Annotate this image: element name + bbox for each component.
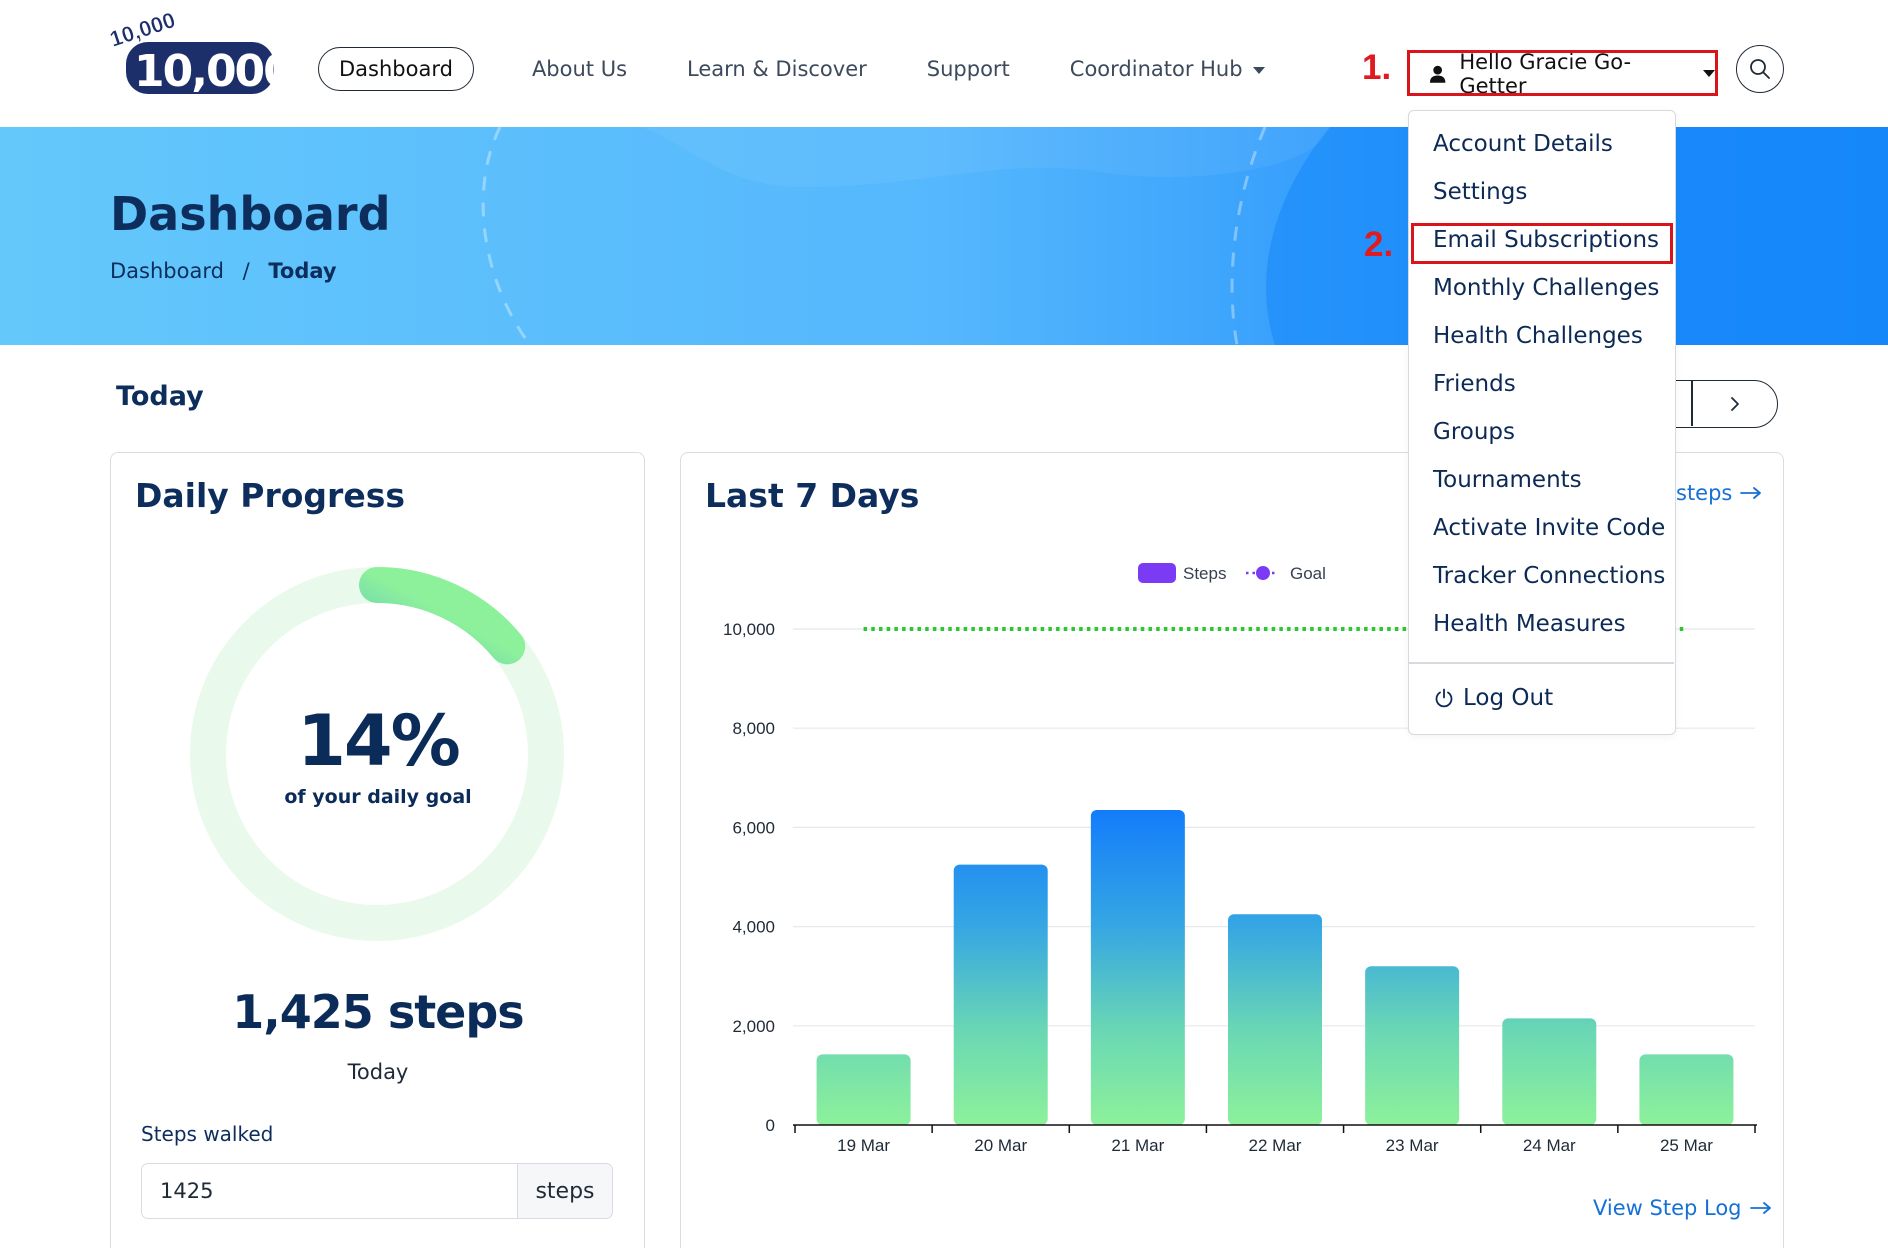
menu-item-settings[interactable]: Settings bbox=[1433, 179, 1528, 205]
chevron-down-icon bbox=[1703, 70, 1715, 77]
annotation-step-2: 2. bbox=[1364, 225, 1394, 264]
legend-goal-label: Goal bbox=[1290, 564, 1326, 583]
bar bbox=[1365, 966, 1460, 1125]
y-tick-label: 4,000 bbox=[732, 918, 775, 937]
chevron-right-icon bbox=[1730, 396, 1739, 411]
legend-steps-label: Steps bbox=[1183, 564, 1226, 583]
progress-ring bbox=[190, 567, 564, 941]
view-step-log-label: View Step Log bbox=[1593, 1196, 1742, 1220]
arrow-right-icon bbox=[1749, 1202, 1771, 1214]
site-logo[interactable]: 10,000 10,000 STEPS bbox=[108, 12, 278, 102]
last-7-days-title: Last 7 Days bbox=[705, 476, 920, 515]
steps-total: 1,425 steps bbox=[232, 985, 524, 1039]
power-icon bbox=[1435, 688, 1453, 708]
y-tick-label: 2,000 bbox=[732, 1017, 775, 1036]
menu-item-email-subscriptions[interactable]: Email Subscriptions bbox=[1433, 227, 1660, 253]
next-day-button[interactable] bbox=[1692, 381, 1777, 426]
chevron-down-icon bbox=[1252, 66, 1265, 74]
x-tick-label: 23 Mar bbox=[1386, 1136, 1439, 1155]
menu-item-tracker-connections[interactable]: Tracker Connections bbox=[1433, 563, 1666, 589]
nav-learn-discover[interactable]: Learn & Discover bbox=[687, 57, 867, 81]
steps-link-label: steps bbox=[1676, 481, 1733, 505]
y-tick-label: 0 bbox=[766, 1116, 775, 1135]
nav-support[interactable]: Support bbox=[926, 57, 1010, 81]
bar bbox=[1228, 914, 1322, 1125]
nav-about-us[interactable]: About Us bbox=[531, 57, 628, 81]
steps-bar-chart: Steps Goal 10,000 8,000 6,000 4,000 2,000 0 1… bbox=[723, 563, 1757, 1155]
progress-percent: 14% bbox=[297, 700, 461, 782]
logo-text: 10,000 STEPS bbox=[134, 46, 278, 97]
x-tick-label: 19 Mar bbox=[837, 1136, 890, 1155]
page-title: Dashboard bbox=[110, 187, 391, 241]
bar bbox=[1639, 1054, 1734, 1125]
menu-item-friends[interactable]: Friends bbox=[1433, 371, 1516, 397]
y-tick-label: 8,000 bbox=[732, 719, 775, 738]
breadcrumb-current: Today bbox=[268, 259, 337, 283]
x-tick-label: 20 Mar bbox=[974, 1136, 1027, 1155]
steps-link[interactable]: steps bbox=[1676, 481, 1762, 505]
x-tick-label: 24 Mar bbox=[1523, 1136, 1576, 1155]
annotation-step-1: 1. bbox=[1362, 48, 1392, 87]
y-tick-label: 6,000 bbox=[732, 818, 775, 837]
main-nav: Dashboard About Us Learn & Discover Supp… bbox=[318, 46, 1323, 92]
x-axis: 19 Mar 20 Mar 21 Mar 22 Mar 23 Mar 24 Mar 25 M… bbox=[793, 1124, 1757, 1155]
menu-item-monthly-challenges[interactable]: Monthly Challenges bbox=[1433, 275, 1660, 301]
steps-period: Today bbox=[347, 1060, 409, 1084]
menu-item-account-details[interactable]: Account Details bbox=[1433, 131, 1613, 157]
x-tick-label: 21 Mar bbox=[1111, 1136, 1164, 1155]
y-axis-ticks: 10,000 8,000 6,000 4,000 2,000 0 bbox=[723, 620, 775, 1135]
view-step-log-link[interactable]: View Step Log bbox=[1593, 1196, 1772, 1220]
user-menu-toggle[interactable]: Hello Gracie Go-Getter bbox=[1410, 49, 1715, 98]
pager-divider bbox=[1691, 381, 1693, 426]
bar bbox=[953, 864, 1048, 1125]
x-tick-label: 25 Mar bbox=[1660, 1136, 1713, 1155]
nav-coordinator-hub-label: Coordinator Hub bbox=[1069, 57, 1243, 81]
nav-coordinator-hub[interactable]: Coordinator Hub bbox=[1068, 57, 1267, 81]
bar bbox=[1090, 810, 1185, 1125]
menu-item-groups[interactable]: Groups bbox=[1433, 419, 1516, 445]
menu-item-health-measures[interactable]: Health Measures bbox=[1433, 611, 1626, 637]
progress-percent-caption: of your daily goal bbox=[284, 786, 472, 808]
y-tick-label: 10,000 bbox=[723, 620, 775, 639]
menu-divider bbox=[1409, 662, 1674, 664]
menu-item-tournaments[interactable]: Tournaments bbox=[1433, 467, 1582, 493]
search-icon bbox=[1750, 59, 1770, 79]
breadcrumb-separator: / bbox=[242, 259, 250, 283]
user-icon bbox=[1429, 65, 1446, 83]
nav-dashboard[interactable]: Dashboard bbox=[318, 47, 474, 91]
bar bbox=[1502, 1018, 1597, 1125]
user-dropdown-menu: Account Details Settings Email Subscript… bbox=[1408, 110, 1676, 735]
section-title: Today bbox=[116, 381, 204, 412]
menu-item-activate-invite-code[interactable]: Activate Invite Code bbox=[1433, 515, 1666, 541]
site-header: 10,000 10,000 STEPS Dashboard About Us L… bbox=[0, 0, 1888, 127]
breadcrumb: Dashboard / Today bbox=[110, 259, 337, 283]
chart-legend: Steps Goal bbox=[1138, 563, 1326, 583]
search-button[interactable] bbox=[1736, 45, 1784, 93]
user-greeting: Hello Gracie Go-Getter bbox=[1459, 49, 1632, 98]
steps-input-addon: steps bbox=[517, 1163, 613, 1219]
daily-progress-title: Daily Progress bbox=[135, 476, 405, 515]
menu-item-log-out[interactable]: Log Out bbox=[1433, 685, 1553, 711]
progress-ring-fill bbox=[190, 567, 564, 941]
arrow-right-icon bbox=[1740, 487, 1762, 499]
x-tick-label: 22 Mar bbox=[1249, 1136, 1302, 1155]
menu-item-health-challenges[interactable]: Health Challenges bbox=[1433, 323, 1643, 349]
log-out-label: Log Out bbox=[1463, 685, 1554, 711]
legend-goal-marker bbox=[1256, 566, 1270, 580]
steps-walked-label: Steps walked bbox=[141, 1122, 274, 1146]
bar bbox=[816, 1054, 911, 1125]
steps-walked-input[interactable] bbox=[141, 1163, 518, 1219]
legend-steps-swatch bbox=[1138, 563, 1176, 583]
chart-bars bbox=[816, 810, 1734, 1125]
breadcrumb-dashboard[interactable]: Dashboard bbox=[110, 259, 224, 283]
